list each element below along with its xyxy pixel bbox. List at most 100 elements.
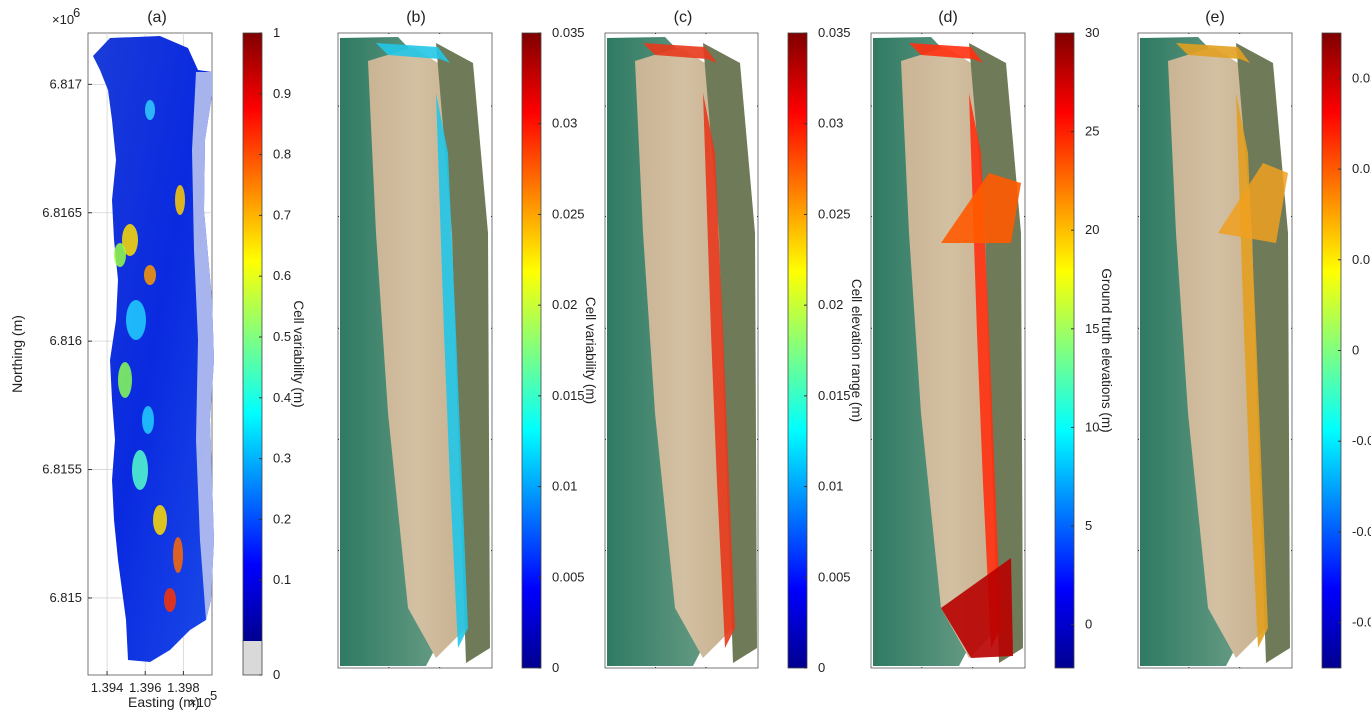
data-overlay xyxy=(703,93,735,648)
colorbar-tick-label: 0.5 xyxy=(273,329,291,344)
variability-hotspot xyxy=(145,100,155,120)
colorbar-tick-label: 30 xyxy=(1085,25,1099,40)
variability-hotspot xyxy=(122,224,138,256)
colorbar-tick-label: 10 xyxy=(1085,419,1099,434)
colorbar-tick-label: 0.015 xyxy=(552,388,585,403)
variability-hotspot xyxy=(114,243,126,267)
map-image xyxy=(339,34,491,667)
data-overlay xyxy=(941,173,1021,243)
colorbar-tick-label: 0.1 xyxy=(273,572,291,587)
colorbar-tick-label: 0.03 xyxy=(1352,70,1371,85)
colorbar-tick-label: 0.01 xyxy=(1352,252,1371,267)
variability-hotspot xyxy=(144,265,156,285)
colorbar: -0.03-0.02-0.0100.010.020.03DoD (m) xyxy=(1321,32,1371,669)
dune-fringe xyxy=(192,72,214,620)
colorbar-frame xyxy=(521,32,542,669)
variability-hotspot xyxy=(126,300,146,340)
colorbar-tick-label: 0.01 xyxy=(818,479,843,494)
colorbar-tick-label: 0 xyxy=(273,667,280,682)
colorbar-tick-label: 0.025 xyxy=(552,206,585,221)
colorbar-tick-label: 0.7 xyxy=(273,207,291,222)
panel-title: (e) xyxy=(1205,9,1225,26)
colorbar-tick-label: -0.03 xyxy=(1352,615,1371,630)
colorbar-tick-label: 0.02 xyxy=(818,297,843,312)
variability-hotspot xyxy=(173,537,183,573)
panel-e: (e)-0.03-0.02-0.0100.010.020.03DoD (m) xyxy=(1137,9,1371,669)
panel-title: (a) xyxy=(147,9,167,26)
y-axis-label: Northing (m) xyxy=(9,315,25,393)
colorbar: 0 0.1 0.2 0.3 0.4 0.5 0.6 0.7 0.8 0.9 1 Cell variab… xyxy=(242,25,306,682)
data-overlay xyxy=(1176,43,1250,63)
colorbar-tick-label: 0.025 xyxy=(818,206,851,221)
colorbar-tick-label: 0.035 xyxy=(552,25,585,40)
colorbar-tick-label: 0.8 xyxy=(273,147,291,162)
variability-hotspot xyxy=(175,185,185,215)
x-axis-label: Easting (m) xyxy=(128,694,200,710)
colorbar-tick-label: 0.02 xyxy=(552,297,577,312)
colorbar-tick-label: 0.4 xyxy=(273,390,291,405)
panel-b: (b) 0 0.005 0.01 0.015 0.02 0.025 0.03 0.035 Cell… xyxy=(337,9,598,675)
variability-hotspot xyxy=(118,362,132,398)
colorbar-frame xyxy=(242,32,263,676)
colorbar-tick-label: 0 xyxy=(552,660,559,675)
data-overlay xyxy=(643,43,717,63)
y-tick-label: 6.8155 xyxy=(42,462,82,477)
colorbar-tick-label: 20 xyxy=(1085,222,1099,237)
y-exponent-power: 6 xyxy=(73,5,80,20)
panel-title: (c) xyxy=(674,9,693,26)
data-overlay xyxy=(909,43,983,63)
colorbar-tick-label: 0.015 xyxy=(818,388,851,403)
colorbar-tick-label: 0.03 xyxy=(818,116,843,131)
colorbar-gradient xyxy=(788,33,807,668)
map-image xyxy=(1139,34,1291,667)
colorbar-tick-label: 0.005 xyxy=(552,569,585,584)
variability-hotspot xyxy=(153,505,167,535)
colorbar-label: Ground truth elevations (m) xyxy=(1099,268,1114,432)
colorbar-tick-label: 0.9 xyxy=(273,86,291,101)
map-image xyxy=(872,34,1024,667)
panel-a: (a)1.394 1.396 1.3986.8176.81656.8166.8155… xyxy=(9,5,306,710)
map-image xyxy=(606,34,757,667)
colorbar-gradient xyxy=(1055,33,1074,668)
y-tick-label: 6.816 xyxy=(49,333,82,348)
colorbar-tick-label: 0 xyxy=(1085,617,1092,632)
colorbar: 0 0.005 0.01 0.015 0.02 0.025 0.03 0.035 Cell el… xyxy=(787,25,864,675)
panel-d: (d) 0 5 10 15 20 25 30 Ground truth elevations (… xyxy=(870,9,1114,669)
colorbar-tick-label: 1 xyxy=(273,25,280,40)
colorbar-tick-label: 0.035 xyxy=(818,25,851,40)
colorbar-gradient xyxy=(522,33,541,668)
colorbar-tick-label: 0.03 xyxy=(552,116,577,131)
x-exponent: ×10 xyxy=(189,695,211,710)
colorbar-tick-label: 15 xyxy=(1085,321,1099,336)
y-tick-label: 6.815 xyxy=(49,590,82,605)
colorbar-frame xyxy=(787,32,808,669)
colorbar-label: Cell elevation range (m) xyxy=(849,279,864,422)
data-overlay xyxy=(941,558,1013,658)
y-tick-label: 6.817 xyxy=(49,76,82,91)
colorbar-tick-label: 0.01 xyxy=(552,479,577,494)
panel-c: (c) 0 0.005 0.01 0.015 0.02 0.025 0.03 0.035 Cell… xyxy=(604,9,864,675)
colorbar-label: Cell variability (m) xyxy=(291,300,306,407)
colorbar-label: Cell variability (m) xyxy=(583,297,598,404)
colorbar-tick-label: 0.02 xyxy=(1352,161,1371,176)
data-overlay xyxy=(376,43,450,63)
x-tick-label: 1.394 xyxy=(91,680,124,695)
colorbar-tick-label: 0.3 xyxy=(273,451,291,466)
y-exponent: ×10 xyxy=(52,12,74,27)
colorbar: 0 0.005 0.01 0.015 0.02 0.025 0.03 0.035 Cell va… xyxy=(521,25,598,675)
colorbar-tick-label: 0.005 xyxy=(818,569,851,584)
colorbar-gradient xyxy=(243,33,262,641)
colorbar-nodata-band xyxy=(243,641,262,675)
colorbar-frame xyxy=(1054,32,1075,669)
data-overlay xyxy=(1218,163,1288,243)
colorbar-tick-label: -0.01 xyxy=(1352,433,1371,448)
map-image xyxy=(93,36,214,662)
x-tick-label: 1.398 xyxy=(167,680,200,695)
variability-hotspot xyxy=(142,406,154,434)
variability-hotspot xyxy=(164,588,176,612)
colorbar-tick-label: 0 xyxy=(1352,343,1359,358)
colorbar-tick-label: 0 xyxy=(818,660,825,675)
colorbar-tick-label: 0.2 xyxy=(273,511,291,526)
data-overlay xyxy=(436,93,468,648)
